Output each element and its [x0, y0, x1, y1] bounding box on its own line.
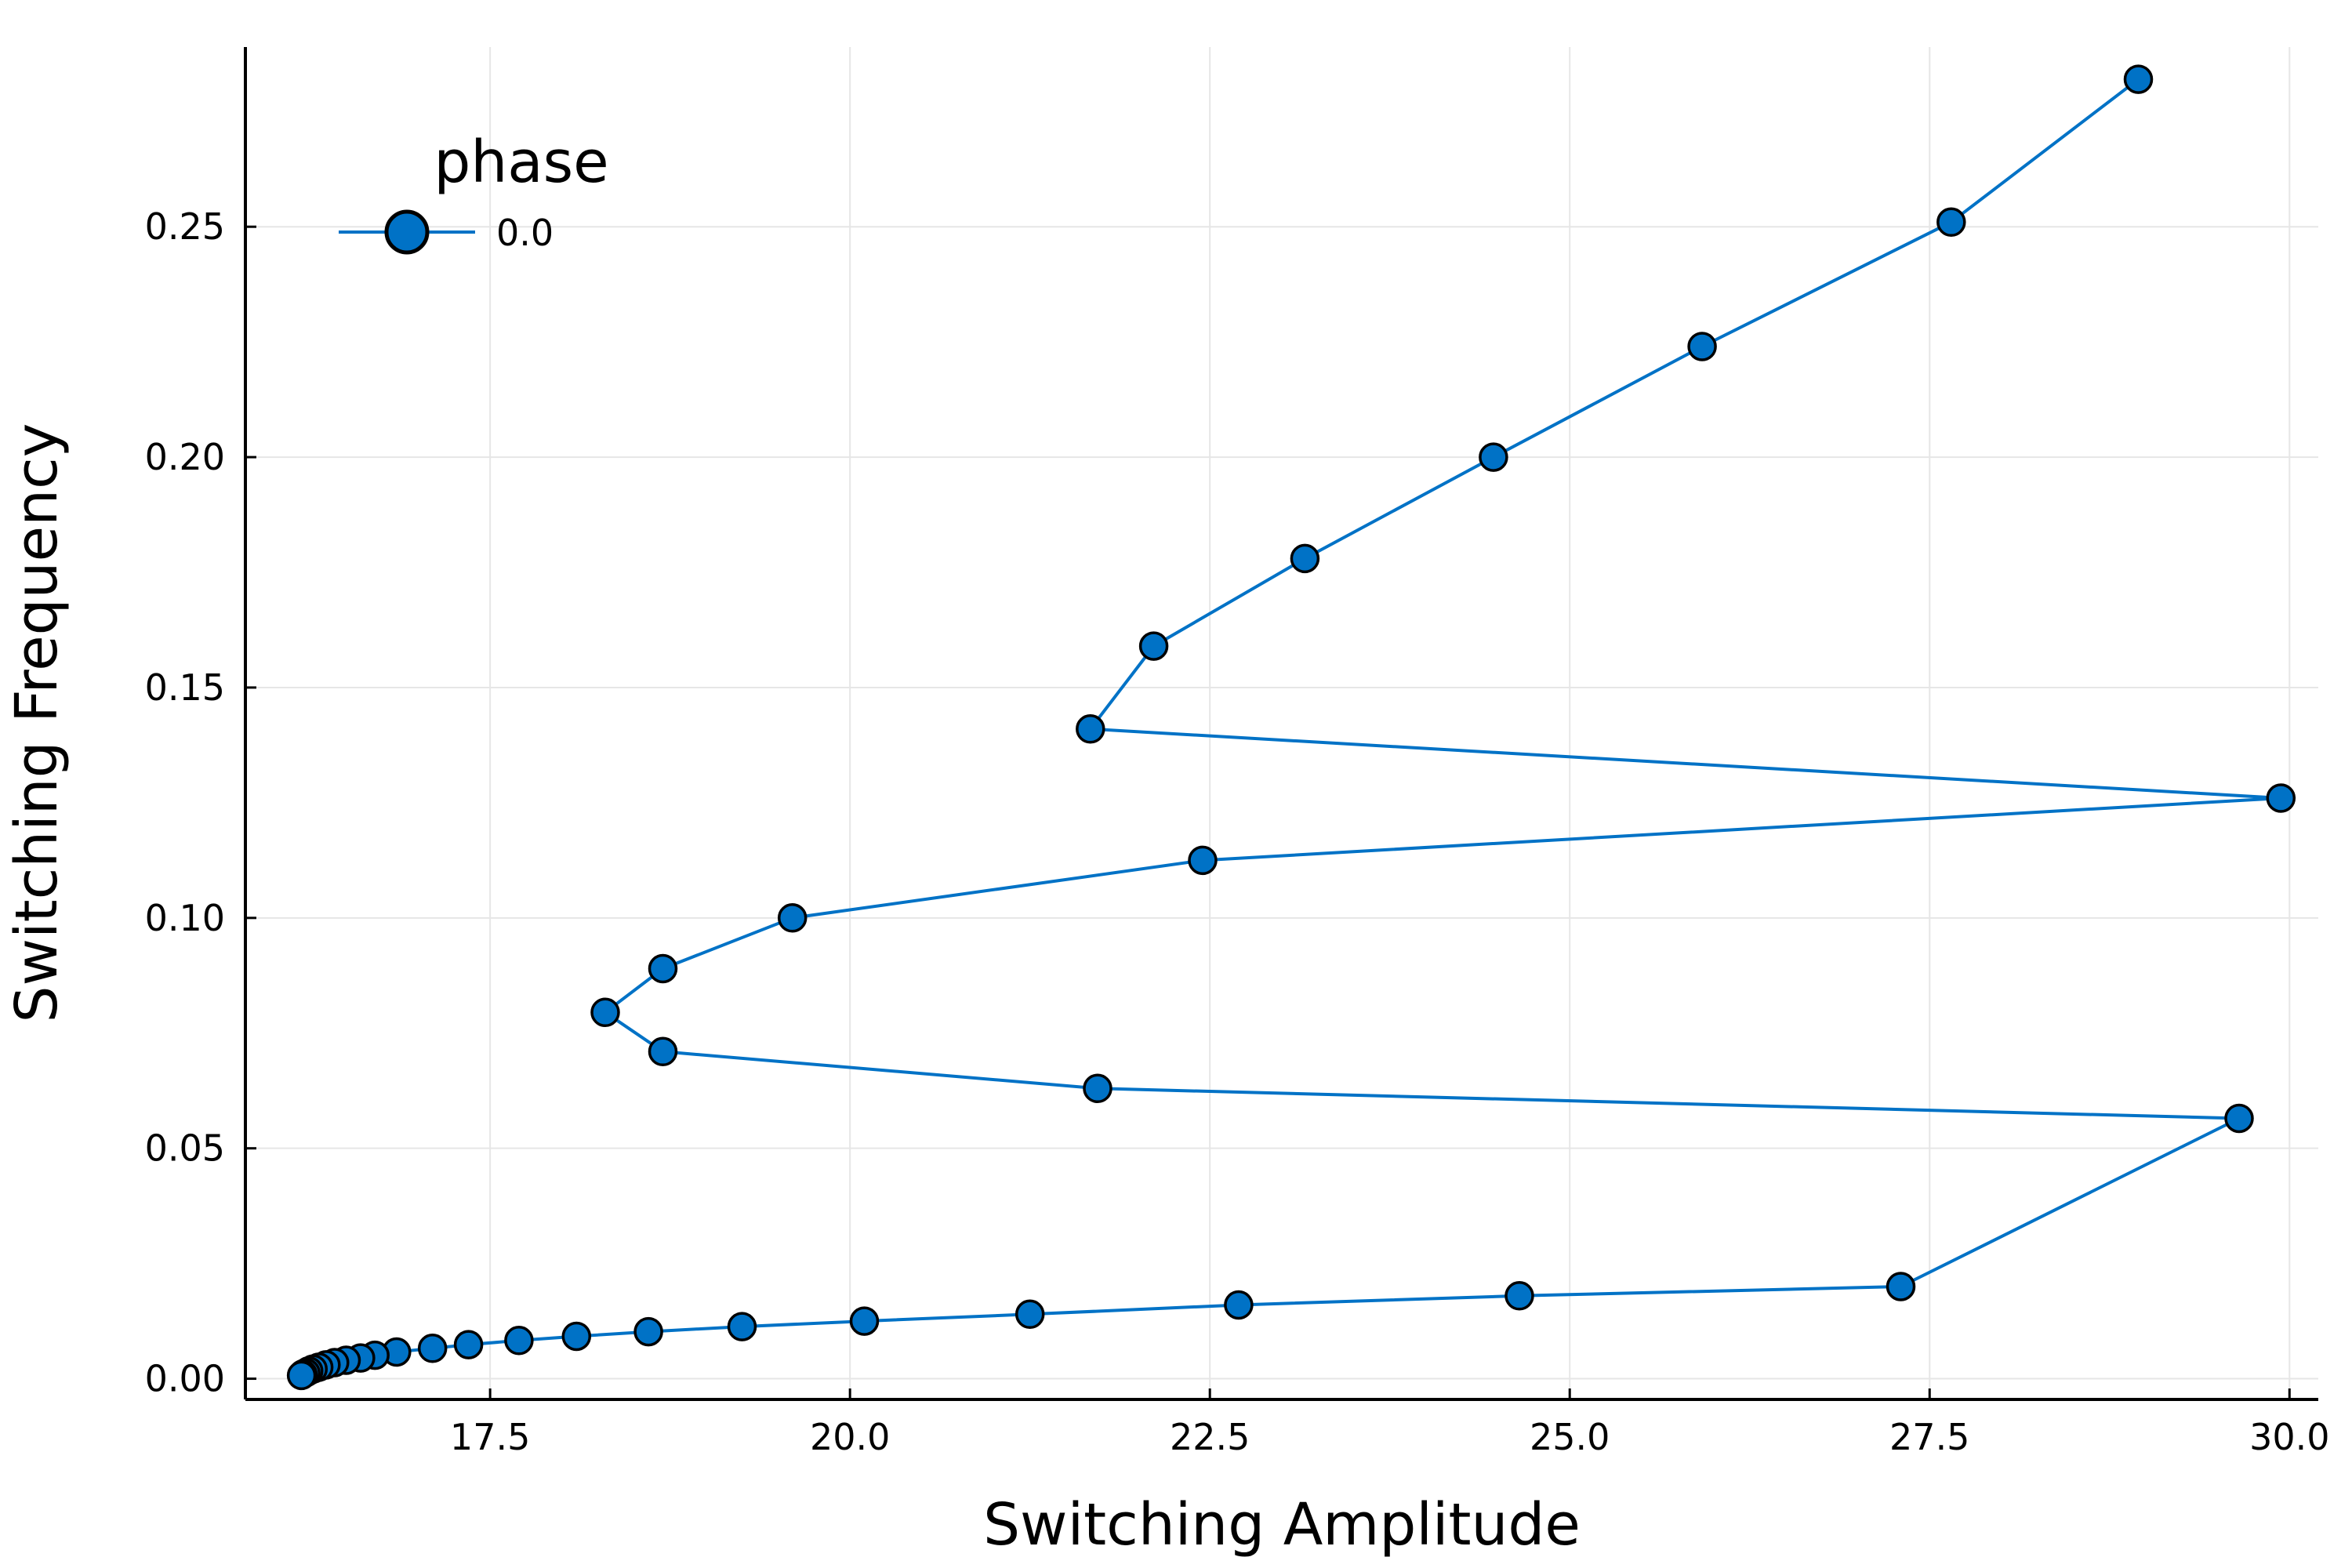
- x-tick-label: 30.0: [2249, 1416, 2329, 1458]
- y-tick-label: 0.10: [145, 897, 225, 939]
- data-point: [1936, 207, 1966, 238]
- data-point: [561, 1321, 592, 1352]
- data-point: [1138, 631, 1169, 661]
- x-tick-label: 22.5: [1170, 1416, 1250, 1458]
- data-point: [727, 1312, 757, 1341]
- data-point: [1188, 845, 1218, 876]
- data-point: [2123, 64, 2154, 94]
- data-point: [286, 1360, 317, 1391]
- data-point: [1224, 1290, 1254, 1320]
- data-point: [849, 1306, 880, 1336]
- data-point: [2266, 783, 2296, 813]
- y-tick-label: 0.25: [145, 205, 225, 248]
- legend-marker: [384, 209, 430, 255]
- data-point: [648, 1036, 678, 1067]
- data-point: [1014, 1299, 1045, 1330]
- legend: phase 0.0: [339, 129, 609, 255]
- data-point: [2224, 1103, 2254, 1134]
- data-point: [777, 903, 808, 933]
- data-point: [1687, 332, 1717, 361]
- data-point: [648, 953, 678, 984]
- axes: [244, 47, 2318, 1401]
- x-tick-label: 17.5: [450, 1416, 530, 1458]
- data-point: [504, 1326, 534, 1356]
- y-tick-label: 0.20: [145, 436, 225, 478]
- x-tick-label: 20.0: [810, 1416, 890, 1458]
- x-tick-label: 27.5: [1889, 1416, 1969, 1458]
- data-point: [1886, 1272, 1916, 1301]
- series-0: [286, 64, 2296, 1391]
- x-tick-label: 25.0: [1530, 1416, 1610, 1458]
- data-point: [1083, 1073, 1112, 1104]
- y-tick-label: 0.00: [145, 1358, 225, 1400]
- y-ticks: 0.00 0.05 0.10 0.15 0.20 0.25: [145, 205, 256, 1400]
- y-tick-label: 0.05: [145, 1127, 225, 1170]
- data-point: [1479, 442, 1508, 472]
- y-tick-label: 0.15: [145, 666, 225, 709]
- data-point: [590, 997, 620, 1028]
- y-axis-label: Switching Frequency: [3, 423, 71, 1023]
- data-point: [453, 1330, 484, 1359]
- data-point: [1290, 543, 1320, 574]
- data-point: [417, 1334, 448, 1363]
- legend-entry-label: 0.0: [496, 212, 554, 254]
- series-line: [300, 78, 2283, 1377]
- legend-title: phase: [434, 129, 608, 196]
- data-point: [633, 1316, 663, 1347]
- x-ticks: 17.5 20.0 22.5 25.0 27.5 30.0: [450, 1388, 2329, 1458]
- grid: [245, 47, 2318, 1399]
- data-point: [1504, 1281, 1534, 1311]
- data-point: [1076, 714, 1105, 744]
- x-axis-label: Switching Amplitude: [983, 1491, 1581, 1559]
